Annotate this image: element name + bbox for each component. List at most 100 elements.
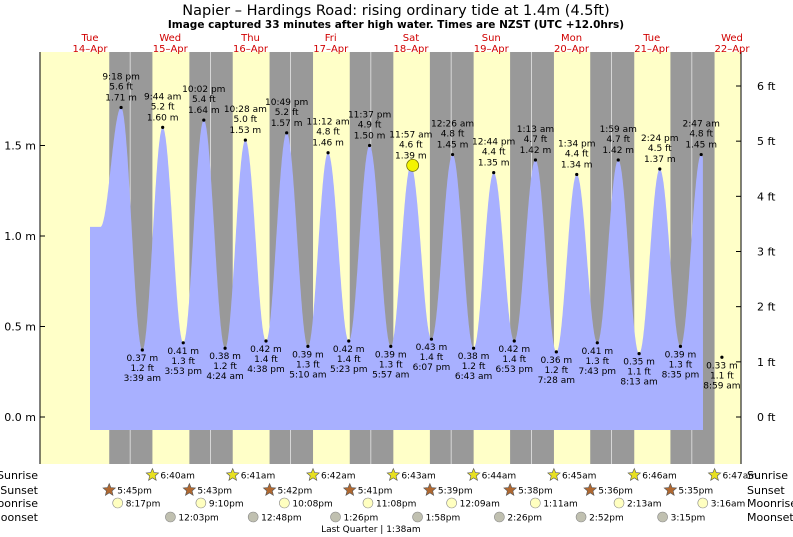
star-icon xyxy=(386,467,401,481)
high-tide-m: 1.37 m xyxy=(644,155,676,165)
tide-point xyxy=(389,344,393,349)
low-tide-time: 6:07 pm xyxy=(413,363,451,373)
high-tide-ft: 4.9 ft xyxy=(358,121,382,131)
tide-point xyxy=(367,143,372,148)
low-tide-ft: 1.1 ft xyxy=(627,368,651,378)
low-tide-ft: 1.3 ft xyxy=(296,360,320,370)
day-date: 14–Apr xyxy=(72,44,108,55)
day-date: 16–Apr xyxy=(233,44,269,55)
low-tide-ft: 1.3 ft xyxy=(669,360,693,370)
high-tide-ft: 5.2 ft xyxy=(275,108,299,118)
star-icon xyxy=(262,482,277,496)
current-level-marker xyxy=(406,159,420,172)
high-tide-time: 11:12 am xyxy=(307,118,350,128)
low-tide-m: 0.41 m xyxy=(581,347,613,357)
moon-icon xyxy=(446,497,457,509)
tide-point xyxy=(140,348,144,352)
moon-phase-label: Last Quarter | 1:38am xyxy=(321,525,421,535)
tide-point xyxy=(285,131,289,135)
high-tide-m: 1.42 m xyxy=(520,146,552,156)
y-right-tick-label: 2 ft xyxy=(757,301,776,314)
tide-point xyxy=(678,344,683,349)
sunrise-time: 6:44am xyxy=(482,472,517,482)
day-name: Tue xyxy=(642,33,660,44)
day-date: 19–Apr xyxy=(474,44,510,55)
star-icon xyxy=(422,482,437,496)
day-date: 21–Apr xyxy=(634,44,670,55)
day-name: Fri xyxy=(325,33,337,44)
high-tide-time: 1:34 pm xyxy=(558,139,596,149)
moonset-time: 2:52pm xyxy=(589,514,624,524)
high-tide-ft: 4.8 ft xyxy=(441,130,465,140)
y-right-tick-label: 6 ft xyxy=(757,80,776,93)
y-right-tick-label: 0 ft xyxy=(757,411,776,424)
low-tide-time: 7:43 pm xyxy=(579,367,617,377)
row-label-left: Sunset xyxy=(0,484,38,497)
high-tide-ft: 4.8 ft xyxy=(316,128,340,138)
y-right-tick-label: 1 ft xyxy=(757,356,776,369)
sunset-time: 5:36pm xyxy=(598,487,633,497)
day-name: Sat xyxy=(403,33,419,44)
tide-curve xyxy=(90,107,703,430)
high-tide-m: 1.46 m xyxy=(312,139,344,149)
low-tide-time: 4:38 pm xyxy=(247,365,285,375)
y-left-tick-label: 1.5 m xyxy=(4,140,36,153)
low-tide-time: 3:53 pm xyxy=(164,367,202,377)
moonset-time: 1:26pm xyxy=(344,514,379,524)
high-tide-time: 1:13 am xyxy=(517,125,554,135)
moon-icon xyxy=(112,497,123,509)
star-icon xyxy=(583,482,598,496)
low-tide-m: 0.37 m xyxy=(126,354,158,364)
low-tide-ft: 1.3 ft xyxy=(379,360,403,370)
low-tide-m: 0.42 m xyxy=(498,345,530,355)
moon-icon xyxy=(494,511,505,523)
moon-icon xyxy=(330,511,341,523)
low-tide-time: 6:53 pm xyxy=(495,365,533,375)
moonrise-time: 10:08pm xyxy=(292,500,332,510)
star-icon xyxy=(225,467,240,481)
star-icon xyxy=(547,467,561,481)
high-tide-ft: 5.0 ft xyxy=(234,115,258,125)
high-tide-ft: 4.8 ft xyxy=(689,130,713,140)
sunset-time: 5:42pm xyxy=(278,487,313,497)
high-tide-m: 1.35 m xyxy=(478,159,510,169)
low-tide-ft: 1.2 ft xyxy=(462,362,486,372)
row-label-right: Sunset xyxy=(747,484,785,497)
day-name: Sun xyxy=(482,33,501,44)
tide-point xyxy=(223,346,227,350)
row-label-left: Moonrise xyxy=(0,497,38,510)
moon-icon xyxy=(575,511,587,523)
low-tide-ft: 1.3 ft xyxy=(585,357,609,367)
row-label-right: Moonrise xyxy=(747,497,793,510)
day-date: 18–Apr xyxy=(393,44,429,55)
moonrise-time: 2:13am xyxy=(627,500,662,510)
astronomy-rows: Sunrise Sunrise 6:40am 6:41am 6:42am 6:43am 6:… xyxy=(0,467,793,535)
low-tide-m: 0.42 m xyxy=(333,345,365,355)
star-icon xyxy=(182,482,197,496)
high-tide-time: 12:26 am xyxy=(431,120,474,130)
low-tide-time: 8:13 am xyxy=(620,378,657,388)
moon-icon xyxy=(165,511,176,523)
high-tide-m: 1.34 m xyxy=(561,160,593,170)
high-tide-ft: 4.6 ft xyxy=(399,140,423,150)
day-name: Wed xyxy=(159,33,181,44)
moonset-time: 3:15pm xyxy=(671,514,706,524)
star-icon xyxy=(306,467,320,481)
moonset-time: 12:48pm xyxy=(261,514,301,524)
tide-point xyxy=(347,339,351,343)
low-tide-ft: 1.3 ft xyxy=(171,357,195,367)
row-label-left: Sunrise xyxy=(0,469,38,482)
low-tide-ft: 1.1 ft xyxy=(710,371,734,381)
low-tide-time: 5:23 pm xyxy=(330,365,368,375)
tide-point xyxy=(119,105,123,110)
tide-point xyxy=(637,352,641,356)
high-tide-m: 1.45 m xyxy=(437,141,469,151)
moonset-time: 1:58pm xyxy=(426,514,461,524)
moonset-time: 2:26pm xyxy=(507,514,542,524)
high-tide-time: 9:18 pm xyxy=(102,72,140,82)
chart-subtitle: Image captured 33 minutes after high wat… xyxy=(168,19,624,31)
high-tide-m: 1.50 m xyxy=(354,132,386,142)
high-tide-m: 1.64 m xyxy=(188,106,220,116)
moonset-time: 12:03pm xyxy=(178,514,218,524)
